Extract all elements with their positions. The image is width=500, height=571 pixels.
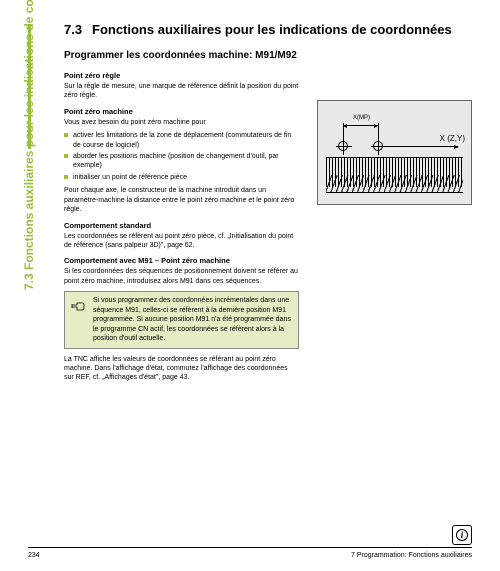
para-head-3: Comportement standard: [64, 221, 299, 230]
content-column: Programmer les coordonnées machine: M91/…: [64, 50, 299, 387]
bullet-list: activer les limitations de la zone de dé…: [64, 131, 299, 182]
page-footer: 234 7 Programmation: Fonctions auxiliair…: [28, 547, 472, 559]
para-head-1: Point zéro règle: [64, 71, 299, 80]
para-head-2: Point zéro machine: [64, 107, 299, 116]
bullet-item: initialiser un point de référence pièce: [64, 173, 299, 182]
scale-diagram: X(MP) X (Z,Y): [317, 100, 472, 205]
para-body-1: Sur la règle de mesure, une marque de ré…: [64, 82, 299, 101]
pointing-hand-icon: [71, 298, 87, 317]
footer-chapter: 7 Programmation: Fonctions auxiliaires: [351, 552, 472, 559]
figure-column: X(MP) X (Z,Y): [317, 50, 472, 205]
dimension-label: X(MP): [353, 115, 370, 121]
origin-marker-2: [373, 141, 383, 151]
page-number: 234: [28, 552, 40, 559]
bullet-item: aborder les positions machine (position …: [64, 152, 299, 171]
para-body-3: Les coordonnées se réfèrent au point zér…: [64, 232, 299, 251]
subheading: Programmer les coordonnées machine: M91/…: [64, 50, 299, 63]
axis-label: X (Z,Y): [440, 134, 465, 143]
sidebar-running-head: 7.3 Fonctions auxiliaires pour les indic…: [22, 0, 36, 290]
info-icon: i: [452, 525, 472, 545]
para-tail-2: Pour chaque axe, le constructeur de la m…: [64, 186, 299, 214]
origin-marker-1: [338, 141, 348, 151]
dimension-line: [343, 125, 378, 126]
para-head-4: Comportement avec M91 – Point zéro machi…: [64, 256, 299, 265]
note-box: Si vous programmez des coordonnées incré…: [64, 291, 299, 348]
note-text: Si vous programmez des coordonnées incré…: [93, 296, 292, 343]
para-body-4: Si les coordonnées des séquences de posi…: [64, 267, 299, 286]
section-number: 7.3: [64, 22, 92, 38]
section-title-text: Fonctions auxiliaires pour les indicatio…: [92, 22, 452, 37]
para-intro-2: Vous avez besoin du point zéro machine p…: [64, 118, 299, 127]
scale-hatching: [326, 175, 463, 193]
section-title: 7.3Fonctions auxiliaires pour les indica…: [64, 22, 472, 38]
bullet-item: activer les limitations de la zone de dé…: [64, 131, 299, 150]
axis-arrow: [386, 146, 458, 147]
closing-paragraph: La TNC affiche les valeurs de coordonnée…: [64, 355, 299, 383]
